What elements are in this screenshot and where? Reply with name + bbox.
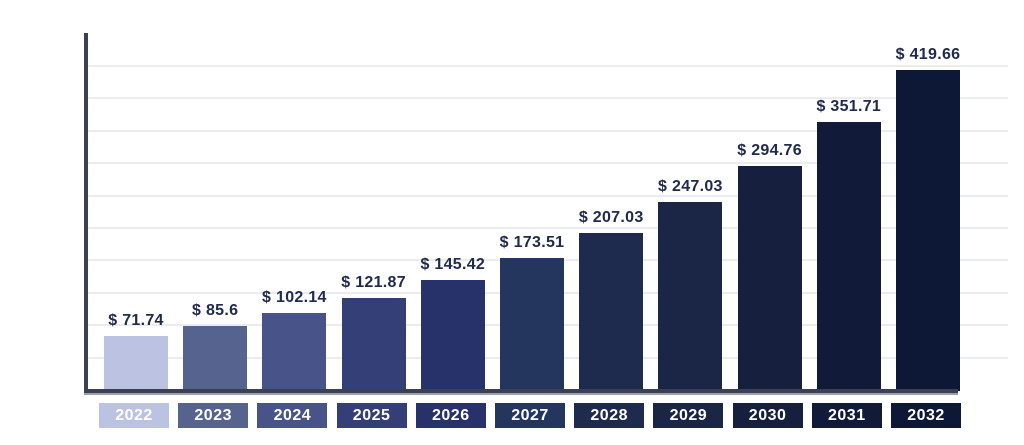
bar-value-label: $ 351.71 [816, 98, 882, 115]
bar-value-label: $ 145.42 [420, 256, 486, 273]
bar-value-label: $ 419.66 [895, 46, 961, 63]
bar-2029: $ 247.03 [658, 178, 722, 391]
bar-2024: $ 102.14 [262, 289, 326, 391]
bar-value-label: $ 102.14 [262, 289, 327, 306]
x-tick-2029: 2029 [653, 403, 724, 428]
bar-value-label: $ 71.74 [108, 312, 164, 329]
gridline [86, 227, 1008, 229]
x-tick-2032: 2032 [891, 403, 961, 428]
x-tick-2030: 2030 [732, 403, 803, 428]
bar-2028: $ 207.03 [579, 209, 643, 391]
bar-value-label: $ 85.6 [192, 302, 239, 319]
bar-2031: $ 351.71 [816, 98, 881, 391]
bar-value-label: $ 173.51 [499, 234, 565, 251]
x-tick-2026: 2026 [415, 403, 486, 428]
x-tick-2031: 2031 [811, 403, 882, 428]
bar-value-label: $ 294.76 [737, 142, 802, 159]
bar-2025: $ 121.87 [341, 274, 406, 391]
x-tick-2025: 2025 [336, 403, 407, 428]
bar-2032: $ 419.66 [896, 46, 960, 391]
plot-area: $ 71.74 $ 85.6 $ 102.14 $ 121.87 $ 145.42 $ 1… [86, 35, 1008, 391]
x-tick-2022: 2022 [99, 403, 169, 428]
gridline [86, 65, 1008, 67]
bar-2027: $ 173.51 [500, 234, 564, 391]
x-tick-2028: 2028 [574, 403, 645, 428]
bar-2030: $ 294.76 [737, 142, 802, 391]
gridline [86, 129, 1008, 132]
gridline [86, 162, 1008, 165]
x-axis-line [84, 389, 958, 393]
bar-value-label: $ 121.87 [341, 274, 406, 291]
x-axis-tick-row: 2022 2023 2024 2025 2026 2027 2028 2029 2030 2031… [0, 403, 1024, 428]
bar-2022: $ 71.74 [104, 312, 168, 391]
x-tick-2024: 2024 [257, 403, 328, 428]
bar-2026: $ 145.42 [420, 256, 485, 391]
bar-value-label: $ 247.03 [658, 178, 723, 195]
x-tick-2027: 2027 [495, 403, 565, 428]
gridline [86, 97, 1008, 100]
x-tick-2023: 2023 [178, 403, 249, 428]
bar-value-label: $ 207.03 [578, 209, 644, 226]
gridline [86, 194, 1008, 197]
y-axis-line [84, 33, 88, 393]
bar-2023: $ 85.6 [183, 302, 248, 391]
